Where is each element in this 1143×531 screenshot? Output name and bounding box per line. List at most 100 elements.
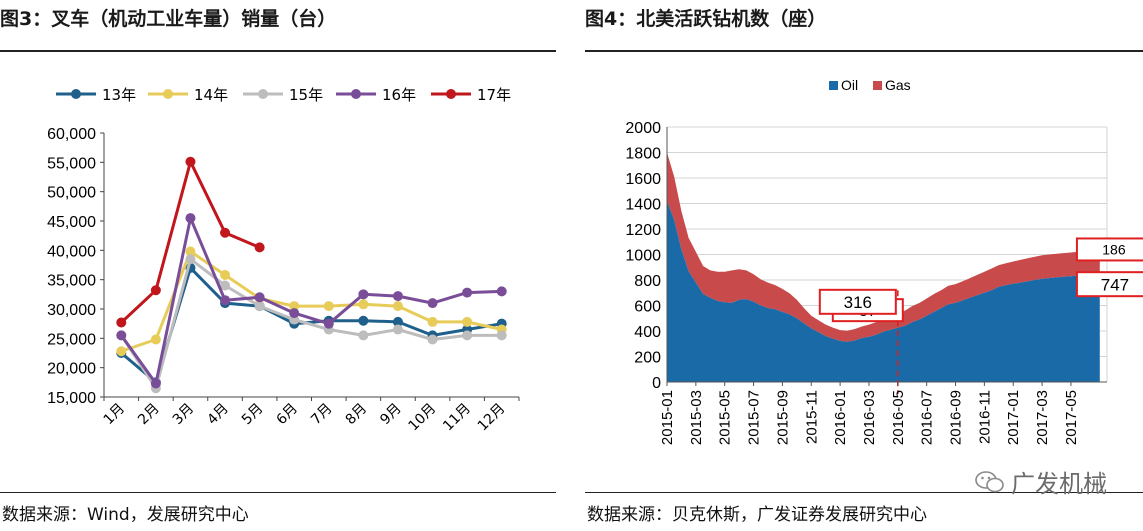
y-tick-label: 50,000	[47, 185, 96, 202]
x-tick-label: 5月	[239, 401, 267, 429]
annotation-label: 316	[844, 293, 872, 312]
data-point	[496, 330, 507, 341]
y-tick-label: 45,000	[47, 214, 96, 231]
x-tick-label: 6月	[274, 401, 302, 429]
x-tick-label: 10月	[406, 401, 440, 435]
data-point	[254, 292, 265, 303]
x-tick-label: 2015-05	[717, 390, 734, 445]
x-tick-label: 3月	[170, 401, 198, 429]
watermark-text: 广发机械	[1011, 470, 1107, 498]
data-point	[496, 286, 507, 297]
annotation-label: 186	[1102, 242, 1126, 258]
legend-label: Gas	[885, 77, 911, 93]
x-tick-label: 2016-01	[832, 390, 849, 445]
legend-swatch-marker	[163, 89, 173, 99]
wechat-watermark: 广发机械	[975, 464, 1107, 499]
y-tick-label: 0	[652, 375, 661, 392]
data-point	[392, 301, 403, 312]
figure-3-panel: 图3：叉车（机动工业车量）销量（台） 60,000 55,000 50,000 45,…	[0, 0, 556, 531]
data-point	[185, 213, 196, 224]
y-tick-label: 200	[634, 350, 661, 367]
y-tick-label: 1800	[625, 146, 661, 163]
x-tick-label: 11月	[440, 401, 474, 435]
legend-label: 13年	[102, 86, 136, 104]
series-17年	[116, 156, 265, 328]
figure-3-bottom-rule	[0, 492, 556, 493]
figure-4-panel: 图4：北美活跃钻机数（座） 2000 1800 1600 1400 1200 1000 80…	[585, 0, 1143, 531]
data-point	[150, 378, 161, 389]
data-point	[392, 324, 403, 335]
series-line	[120, 266, 502, 384]
rig-count-chart: 2000180016001400120010008006004002000201…	[625, 77, 1143, 445]
legend-swatch	[829, 81, 838, 90]
data-point	[358, 299, 369, 310]
y-tick-label: 2000	[625, 120, 661, 137]
y-tick-label: 40,000	[47, 243, 96, 260]
series-14年	[116, 246, 507, 357]
data-point	[323, 318, 334, 329]
x-tick-label: 2017-05	[1063, 390, 1080, 445]
data-point	[323, 301, 334, 312]
figure-4-bottom-rule	[585, 492, 1143, 493]
x-tick-label: 4月	[204, 401, 232, 429]
x-tick-label: 9月	[377, 401, 405, 429]
data-point	[116, 330, 127, 341]
annotation-box	[1075, 237, 1143, 262]
y-tick-label: 55,000	[47, 155, 96, 172]
x-tick-label: 7月	[308, 401, 336, 429]
x-tick-label: 2016-07	[919, 390, 936, 445]
data-point	[185, 254, 196, 265]
figure-3-top-rule	[0, 50, 556, 52]
legend-label: 15年	[289, 86, 323, 104]
y-tick-label: 1000	[625, 248, 661, 265]
figure-4-source: 数据来源：贝克休斯，广发证券发展研究中心	[587, 505, 927, 525]
data-point	[462, 330, 473, 341]
legend-swatch-marker	[446, 89, 456, 99]
legend-swatch-marker	[71, 89, 81, 99]
data-point	[116, 346, 127, 357]
annotation-box	[1075, 271, 1143, 298]
series-line	[120, 257, 502, 390]
x-tick-label: 2015-01	[659, 390, 676, 445]
legend-label: 16年	[382, 86, 416, 104]
x-tick-label: 1月	[101, 401, 129, 429]
x-tick-label: 2015-09	[774, 390, 791, 445]
wechat-icon	[975, 470, 1004, 492]
data-point	[185, 156, 196, 167]
data-point	[116, 317, 127, 328]
data-point	[392, 291, 403, 302]
x-tick-label: 2016-03	[861, 390, 878, 445]
y-tick-label: 20,000	[47, 361, 96, 378]
figure-4-title: 图4：北美活跃钻机数（座）	[585, 8, 827, 30]
y-tick-label: 800	[634, 273, 661, 290]
legend-swatch-marker	[351, 89, 361, 99]
y-tick-label: 400	[634, 324, 661, 341]
y-tick-label: 30,000	[47, 302, 96, 319]
oil-area	[667, 201, 1100, 382]
figure-3-title: 图3：叉车（机动工业车量）销量（台）	[0, 8, 337, 30]
x-tick-label: 2016-05	[890, 390, 907, 445]
data-point	[254, 301, 265, 312]
y-tick-label: 35,000	[47, 273, 96, 290]
legend-swatch	[873, 81, 882, 90]
x-tick-label: 8月	[343, 401, 371, 429]
x-tick-label: 2015-11	[803, 390, 820, 444]
data-point	[150, 334, 161, 345]
data-point	[392, 316, 403, 327]
data-point	[220, 280, 231, 291]
data-point	[220, 295, 231, 306]
y-tick-label: 1600	[625, 171, 661, 188]
y-tick-label: 600	[634, 299, 661, 316]
gas-area	[667, 152, 1100, 342]
data-point	[185, 246, 196, 257]
annotation-box	[818, 288, 897, 315]
x-tick-label: 2016-11	[976, 390, 993, 444]
legend-label: 17年	[477, 86, 511, 104]
x-tick-label: 2月	[135, 401, 163, 429]
data-point	[358, 330, 369, 341]
data-point	[150, 285, 161, 296]
legend-swatch-marker	[258, 89, 268, 99]
series-16年	[116, 213, 507, 389]
annotation-label: 747	[1101, 275, 1129, 294]
x-tick-label: 2017-03	[1034, 390, 1051, 445]
